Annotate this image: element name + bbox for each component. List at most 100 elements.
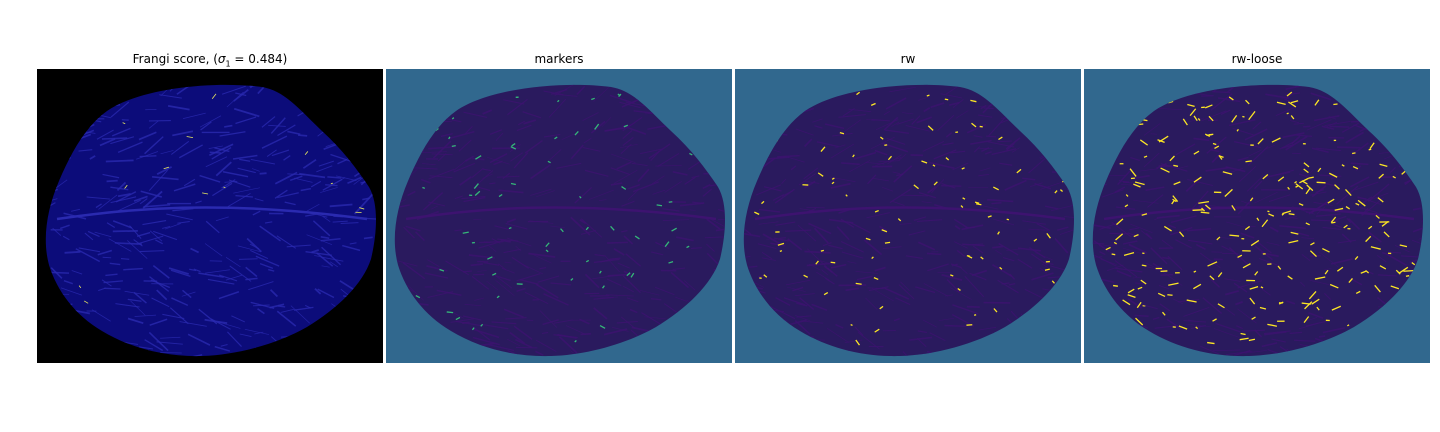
vein-stroke [758,208,781,213]
vein-stroke [955,110,969,119]
vein-stroke [264,221,273,224]
highlight-speck [921,160,928,164]
vein-stroke [1233,282,1248,293]
vein-stroke [155,239,163,245]
vein-stroke [755,184,782,196]
vein-stroke [1099,250,1106,256]
vein-stroke [848,160,871,173]
vein-stroke [257,308,265,315]
vein-stroke [276,235,297,249]
vein-stroke [905,124,930,132]
vein-stroke [1254,180,1263,190]
vein-stroke [503,99,525,105]
vein-stroke [1306,119,1332,131]
vein-stroke [1006,143,1015,151]
vein-stroke [405,225,421,232]
image-panel-rw-loose [1084,69,1430,363]
vein-stroke [857,331,880,350]
vein-stroke [96,129,114,140]
vein-stroke [506,237,532,247]
highlight-speck [873,277,879,281]
vein-stroke [589,189,614,200]
highlight-speck [870,102,876,106]
highlight-speck [1298,202,1304,206]
vein-stroke [1154,325,1179,329]
vein-stroke [420,178,431,184]
vein-stroke [896,118,915,125]
vein-stroke [463,111,488,119]
highlight-speck [1294,180,1297,184]
vein-stroke [523,119,537,125]
highlight-speck [1051,280,1055,284]
vein-stroke [1341,122,1359,133]
highlight-speck [1305,187,1311,195]
highlight-speck [1355,202,1360,206]
highlight-speck [1355,290,1361,295]
vein-stroke [553,319,573,324]
highlight-speck [475,155,482,160]
panel-title-frangi-prefix: Frangi score, ( [132,52,218,66]
vein-stroke [117,141,143,154]
highlight-speck [1379,163,1388,168]
vein-stroke [98,287,106,292]
highlight-speck [831,181,835,185]
vein-stroke [1244,128,1268,141]
highlight-speck [1167,294,1173,296]
vein-stroke [881,186,894,192]
vein-stroke [1368,231,1382,243]
highlight-speck [462,231,469,234]
vein-stroke [909,336,933,341]
vein-stroke [1017,258,1033,269]
vein-stroke [156,341,183,345]
vein-stroke [168,267,190,275]
vein-stroke [1133,199,1159,204]
highlight-speck [1113,241,1117,245]
vein-stroke [999,162,1013,166]
vein-stroke [305,251,332,256]
vein-stroke [550,88,568,95]
highlight-speck [998,136,1003,141]
highlight-speck [932,164,936,167]
highlight-speck [1044,268,1050,271]
vein-stroke [779,236,786,239]
vein-stroke [927,263,949,272]
vein-stroke [938,317,955,322]
highlight-speck [887,155,893,161]
highlight-speck [817,172,824,177]
vein-stroke [215,216,229,222]
highlight-speck [1354,256,1359,260]
vein-stroke [785,279,811,286]
highlight-speck [950,274,954,277]
vein-stroke [706,218,721,230]
vein-stroke [991,202,1002,205]
vein-stroke [511,256,530,269]
highlight-speck [1248,111,1256,121]
vein-stroke [190,247,200,254]
highlight-speck [839,132,845,135]
vein-stroke [654,286,675,296]
vein-stroke [237,245,261,253]
highlight-speck [480,323,484,327]
vein-stroke [493,273,513,289]
vein-stroke [1028,154,1050,174]
vein-stroke [1336,146,1361,149]
vein-stroke [1226,350,1253,356]
vein-stroke [922,319,937,328]
leaf-image-frangi [37,69,383,363]
vein-stroke [1241,329,1265,332]
vein-stroke [1321,125,1335,130]
vein-stroke [182,289,192,299]
highlight-speck [474,190,481,196]
highlight-speck [599,324,606,329]
vein-stroke [322,215,331,223]
highlight-speck [671,227,677,232]
vein-stroke [1322,326,1346,334]
highlight-speck [448,136,451,140]
highlight-speck [1262,174,1269,180]
highlight-speck [1157,292,1166,298]
highlight-speck [1236,128,1239,132]
vein-stroke [284,201,296,206]
vein-stroke [516,287,526,293]
highlight-speck [1310,242,1315,246]
vein-stroke [866,212,890,219]
